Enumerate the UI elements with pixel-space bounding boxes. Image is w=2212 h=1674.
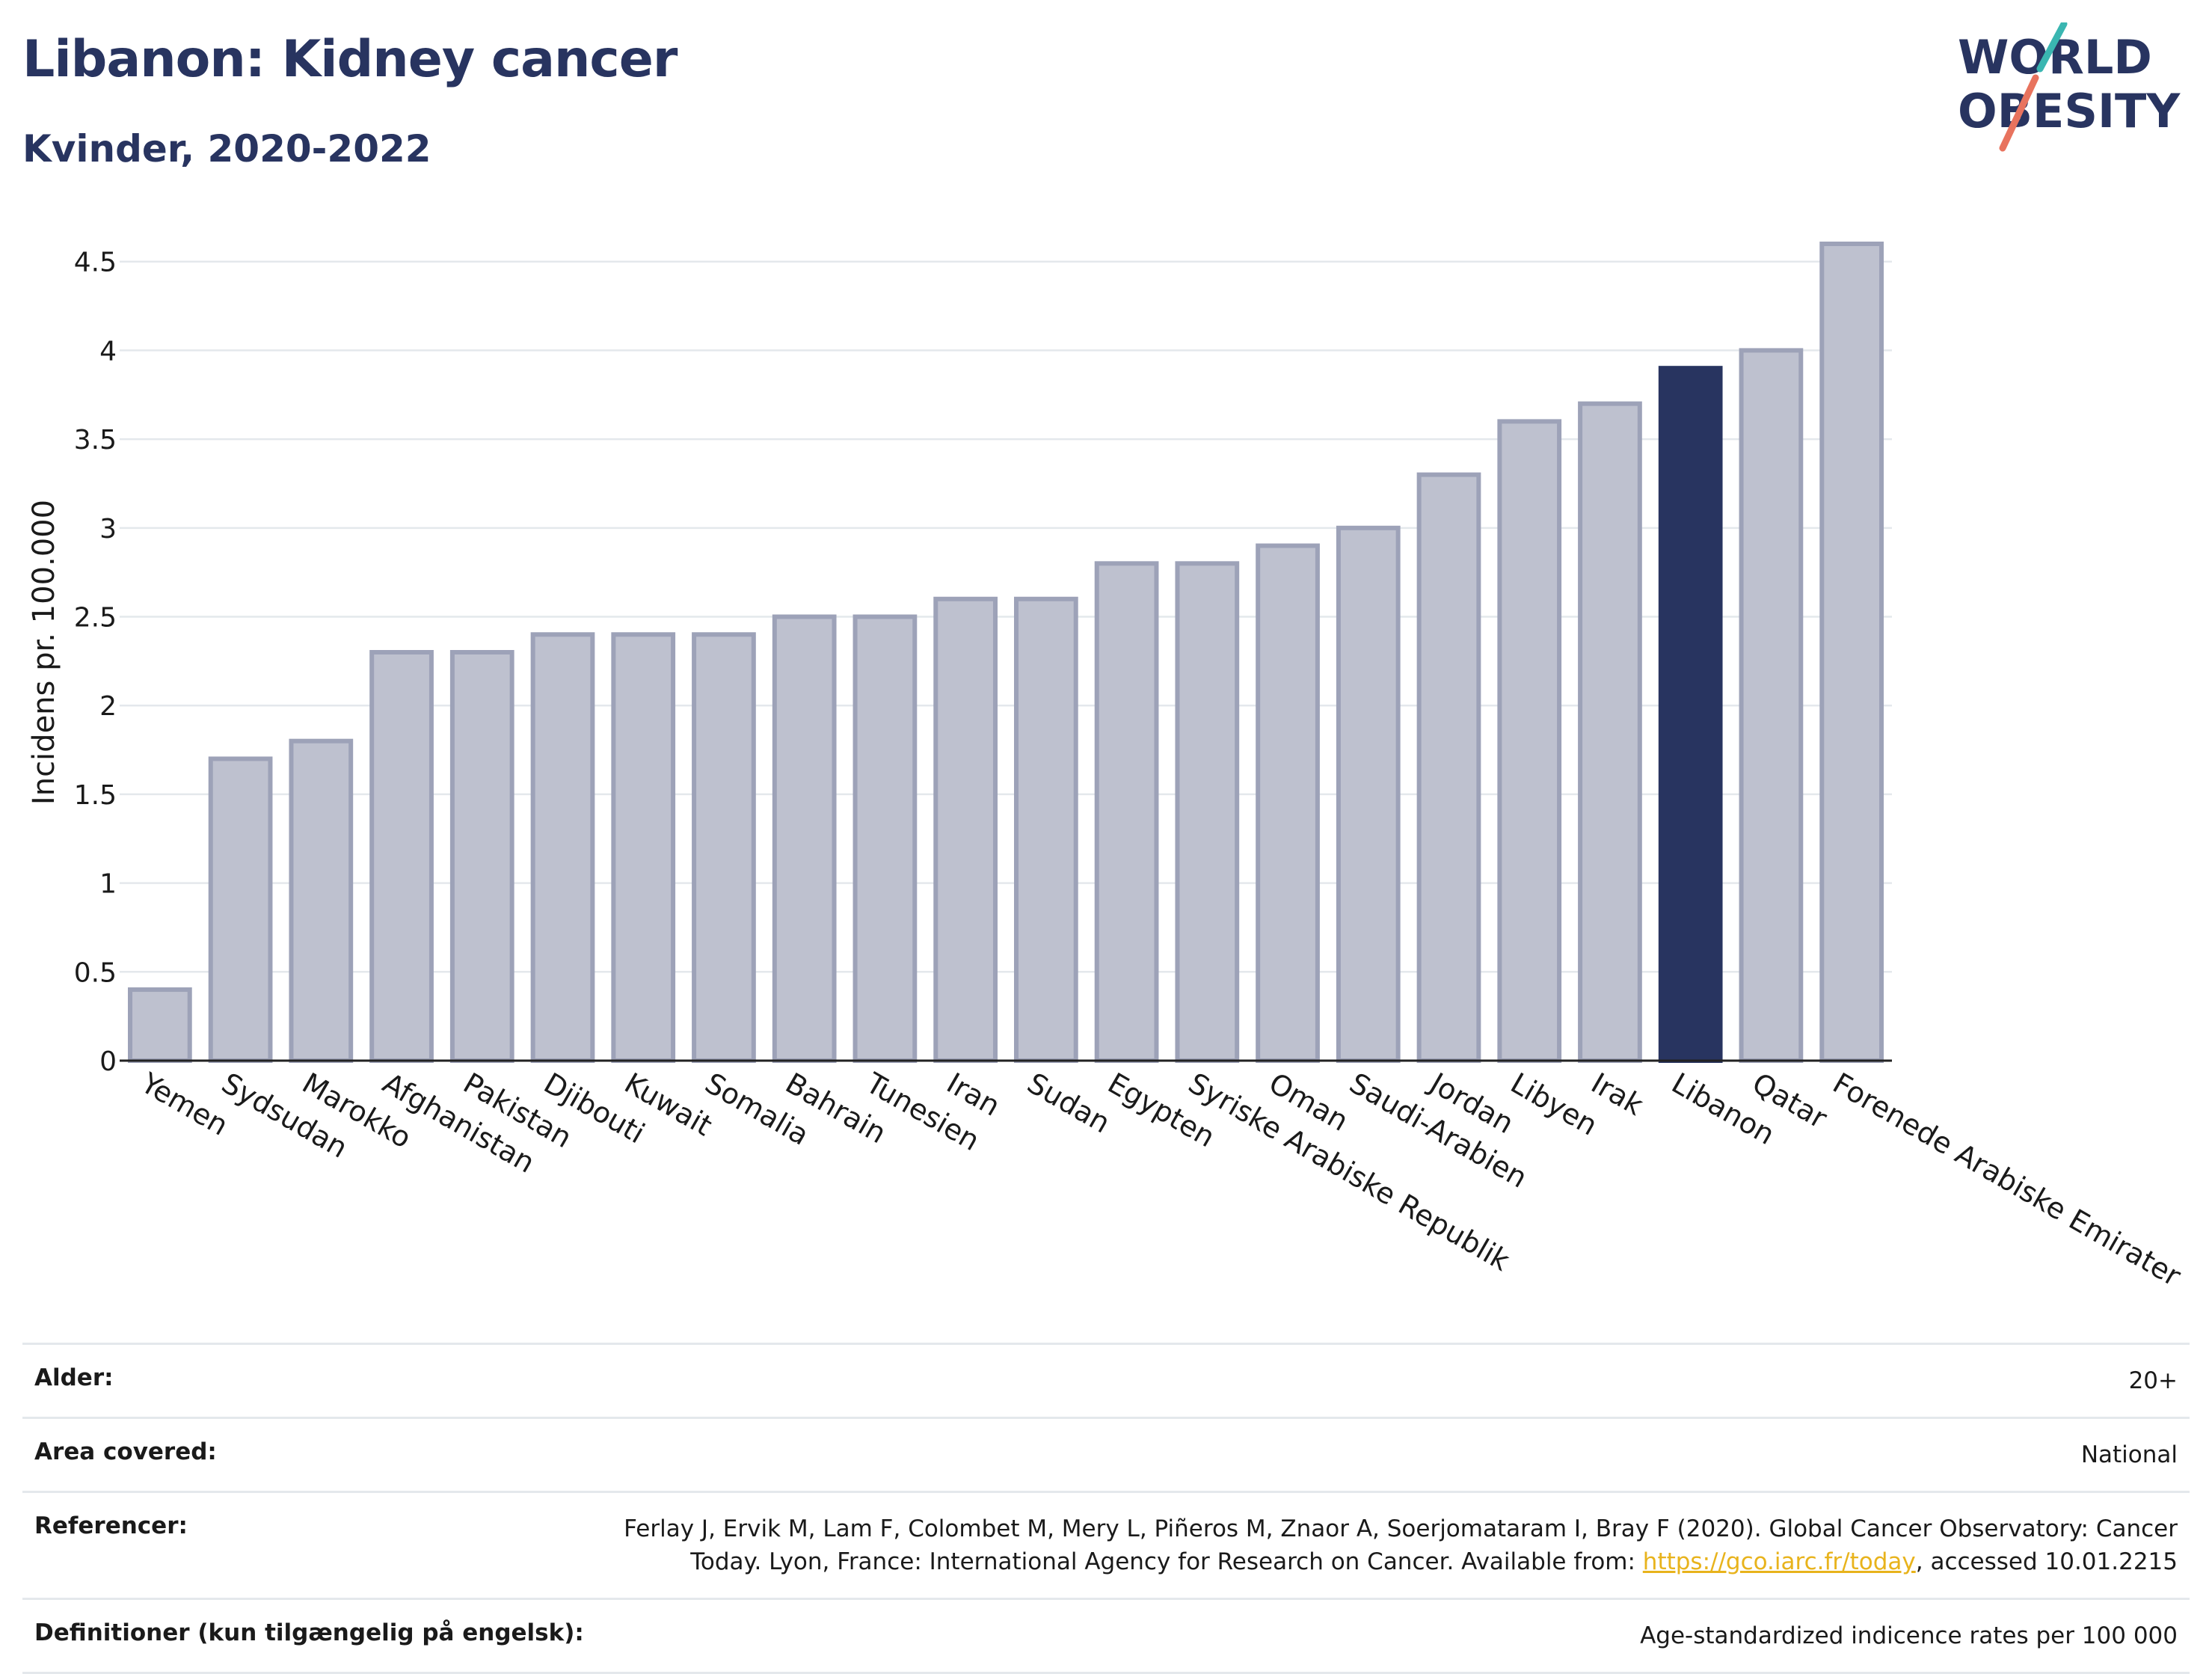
y-tick-label: 2.5	[74, 603, 117, 634]
y-tick-label: 2	[99, 691, 117, 722]
references-value: Ferlay J, Ervik M, Lam F, Colombet M, Me…	[607, 1512, 2178, 1578]
bar-marokko	[289, 738, 354, 1064]
meta-row-area: Area covered: National	[22, 1417, 2190, 1491]
bar-afghanistan	[369, 650, 434, 1063]
references-label: Referencer:	[34, 1512, 188, 1539]
y-tick-label: 0.5	[74, 957, 117, 988]
bar-chart: 0 0.5 1 1.5 2 2.5 3 3.5 4 4.5 YemenSydsudanMarokk…	[27, 242, 2187, 1293]
bar-qatar	[1739, 348, 1804, 1064]
world-obesity-logo: WORLD OBESITY	[1958, 22, 2181, 152]
bar-libanon	[1658, 366, 1723, 1064]
bar-kuwait	[611, 632, 676, 1063]
references-text-1: Ferlay J, Ervik M, Lam F, Colombet M, Me…	[624, 1515, 2178, 1575]
bar-forenede-arabiske-emirater	[1819, 242, 1884, 1063]
definitions-value: Age-standardized indicence rates per 100…	[1640, 1622, 2178, 1649]
bar-bahrain	[772, 614, 837, 1063]
logo-coral-slash	[1999, 74, 2039, 152]
area-label: Area covered:	[34, 1438, 217, 1465]
metadata-table: Alder: 20+ Area covered: National Refere…	[22, 1343, 2190, 1674]
x-tick-label: Yemen	[135, 1066, 233, 1142]
y-tick-label: 4	[99, 336, 117, 367]
age-label: Alder:	[34, 1364, 114, 1391]
age-value: 20+	[2128, 1367, 2178, 1394]
bar-pakistan	[449, 650, 514, 1063]
bar-oman	[1256, 543, 1320, 1063]
logo-line2: OBESITY	[1958, 84, 2181, 138]
y-tick-label: 1.5	[74, 780, 117, 811]
y-tick-label: 4.5	[74, 248, 117, 278]
y-tick-labels: 0 0.5 1 1.5 2 2.5 3 3.5 4 4.5	[74, 248, 117, 1077]
bar-libyen	[1497, 419, 1562, 1063]
chart-title: Libanon: Kidney cancer	[22, 30, 678, 89]
x-tick-label: Libyen	[1505, 1067, 1603, 1142]
area-value: National	[2080, 1441, 2178, 1468]
x-tick-label: Sudan	[1021, 1067, 1116, 1140]
definitions-label: Definitioner (kun tilgængelig på engelsk…	[34, 1619, 584, 1646]
bar-yemen	[128, 987, 192, 1063]
bars	[128, 242, 1884, 1064]
x-tick-label: Forenede Arabiske Emirater	[1828, 1067, 2187, 1293]
bar-sudan	[1014, 596, 1078, 1063]
bar-jordan	[1416, 472, 1481, 1063]
bar-tunesien	[852, 614, 918, 1063]
meta-row-age: Alder: 20+	[22, 1343, 2190, 1417]
bar-iran	[933, 596, 998, 1063]
meta-row-references: Referencer: Ferlay J, Ervik M, Lam F, Co…	[22, 1491, 2190, 1598]
bar-syriske-arabiske-republik	[1175, 561, 1240, 1063]
chart-subtitle: Kvinder, 2020-2022	[22, 127, 431, 171]
meta-row-definitions: Definitioner (kun tilgængelig på engelsk…	[22, 1598, 2190, 1674]
y-tick-label: 1	[99, 869, 117, 900]
references-text-2: , accessed 10.01.2215	[1915, 1548, 2178, 1575]
bar-djibouti	[530, 632, 595, 1063]
bar-sydsudan	[208, 756, 273, 1063]
references-link[interactable]: https://gco.iarc.fr/today	[1642, 1548, 1916, 1575]
y-tick-label: 0	[99, 1046, 117, 1077]
x-tick-labels: YemenSydsudanMarokkoAfghanistanPakistanD…	[135, 1066, 2186, 1293]
y-tick-label: 3.5	[74, 425, 117, 456]
y-axis-label: Incidens pr. 100.000	[27, 500, 61, 805]
bar-saudi-arabien	[1336, 525, 1401, 1063]
y-tick-label: 3	[99, 514, 117, 545]
bar-somalia	[692, 632, 756, 1063]
bar-irak	[1578, 401, 1642, 1063]
logo-teal-slash	[2036, 22, 2068, 73]
bar-egypten	[1094, 561, 1159, 1063]
